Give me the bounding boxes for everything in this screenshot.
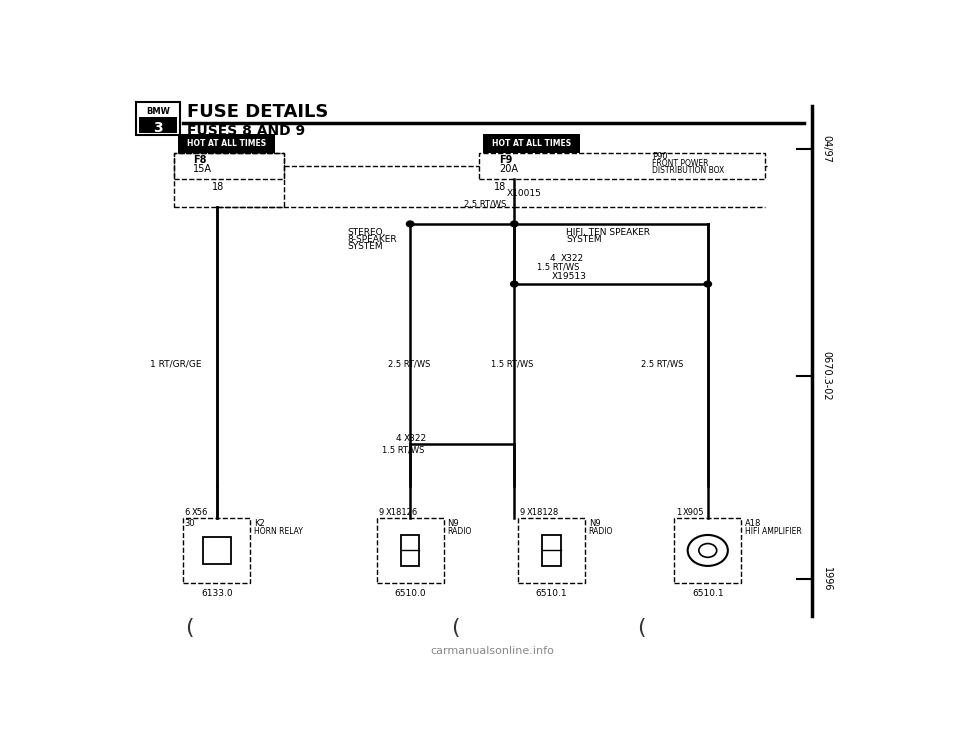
Text: 2.5 RT/WS: 2.5 RT/WS: [464, 199, 506, 208]
Text: N9: N9: [588, 519, 600, 527]
Bar: [479, 153, 765, 179]
Bar: [183, 518, 251, 583]
Bar: [674, 518, 741, 583]
Circle shape: [511, 221, 518, 227]
Text: 3: 3: [154, 121, 163, 135]
Text: carmanualsonline.info: carmanualsonline.info: [430, 646, 554, 655]
Text: HOT AT ALL TIMES: HOT AT ALL TIMES: [187, 139, 266, 148]
Text: 1.5 RT/WS: 1.5 RT/WS: [491, 360, 533, 369]
Text: 4: 4: [396, 434, 401, 443]
Text: 04/97: 04/97: [822, 135, 831, 164]
Text: STEREO,: STEREO,: [347, 228, 385, 237]
Text: 6133.0: 6133.0: [201, 589, 232, 598]
Text: (: (: [637, 618, 646, 638]
Text: 15A: 15A: [193, 164, 212, 175]
Text: X18126: X18126: [386, 508, 418, 517]
Circle shape: [406, 221, 414, 227]
Text: 6: 6: [184, 508, 190, 517]
Circle shape: [511, 281, 518, 287]
Text: (: (: [185, 618, 194, 638]
Text: 6510.1: 6510.1: [536, 589, 567, 598]
Text: DISTRIBUTION BOX: DISTRIBUTION BOX: [652, 166, 724, 175]
Bar: [542, 535, 561, 566]
Text: 6510.1: 6510.1: [692, 589, 724, 598]
Bar: [203, 536, 230, 564]
Text: 1 RT/GR/GE: 1 RT/GR/GE: [150, 360, 202, 369]
Text: X10015: X10015: [507, 189, 541, 198]
Circle shape: [704, 281, 711, 287]
Bar: [174, 153, 283, 207]
Text: RADIO: RADIO: [588, 527, 613, 536]
Text: SYSTEM: SYSTEM: [347, 242, 382, 251]
Text: HOT AT ALL TIMES: HOT AT ALL TIMES: [492, 139, 571, 148]
Text: HIFI, TEN SPEAKER: HIFI, TEN SPEAKER: [566, 228, 651, 237]
Text: HORN RELAY: HORN RELAY: [253, 527, 302, 536]
Text: X905: X905: [684, 508, 705, 517]
Bar: [174, 153, 283, 179]
Text: RADIO: RADIO: [447, 527, 471, 536]
Text: F9: F9: [499, 155, 513, 165]
Text: FRONT POWER: FRONT POWER: [652, 159, 708, 168]
Text: 9: 9: [378, 508, 383, 517]
Text: 2.5 RT/WS: 2.5 RT/WS: [388, 360, 430, 369]
Text: 20A: 20A: [499, 164, 518, 175]
Text: A18: A18: [745, 519, 761, 527]
Text: 4: 4: [549, 254, 555, 263]
Text: BMW: BMW: [146, 107, 170, 116]
Bar: [138, 118, 178, 133]
Text: 6510.0: 6510.0: [395, 589, 426, 598]
Text: SYSTEM: SYSTEM: [566, 235, 602, 244]
Text: X19513: X19513: [551, 272, 587, 281]
Text: F8: F8: [193, 155, 206, 165]
Bar: [136, 102, 180, 135]
Bar: [178, 134, 275, 153]
Text: 1.5 RT/WS: 1.5 RT/WS: [537, 263, 579, 272]
Text: X322: X322: [562, 254, 585, 263]
Text: 2.5 RT/WS: 2.5 RT/WS: [641, 360, 684, 369]
Text: 8-SPEAKER: 8-SPEAKER: [347, 235, 396, 244]
Text: 1996: 1996: [822, 567, 831, 591]
Text: FUSES 8 AND 9: FUSES 8 AND 9: [187, 124, 305, 138]
Bar: [376, 518, 444, 583]
Text: X56: X56: [192, 508, 208, 517]
Bar: [401, 535, 420, 566]
Text: 1.5 RT/WS: 1.5 RT/WS: [382, 446, 424, 455]
Text: P90: P90: [652, 153, 667, 161]
Text: 18: 18: [493, 182, 506, 192]
Text: N9: N9: [447, 519, 459, 527]
Text: (: (: [451, 618, 460, 638]
Bar: [483, 134, 580, 153]
Text: 30: 30: [184, 519, 195, 527]
Bar: [518, 518, 585, 583]
Text: 1: 1: [676, 508, 681, 517]
Text: FUSE DETAILS: FUSE DETAILS: [187, 103, 328, 121]
Text: 18: 18: [211, 182, 224, 192]
Text: X18128: X18128: [527, 508, 560, 517]
Text: HIFI AMPLIFIER: HIFI AMPLIFIER: [745, 527, 802, 536]
Text: 9: 9: [519, 508, 525, 517]
Text: 0670.3-02: 0670.3-02: [822, 351, 831, 400]
Text: X322: X322: [404, 434, 427, 443]
Text: K2: K2: [253, 519, 265, 527]
